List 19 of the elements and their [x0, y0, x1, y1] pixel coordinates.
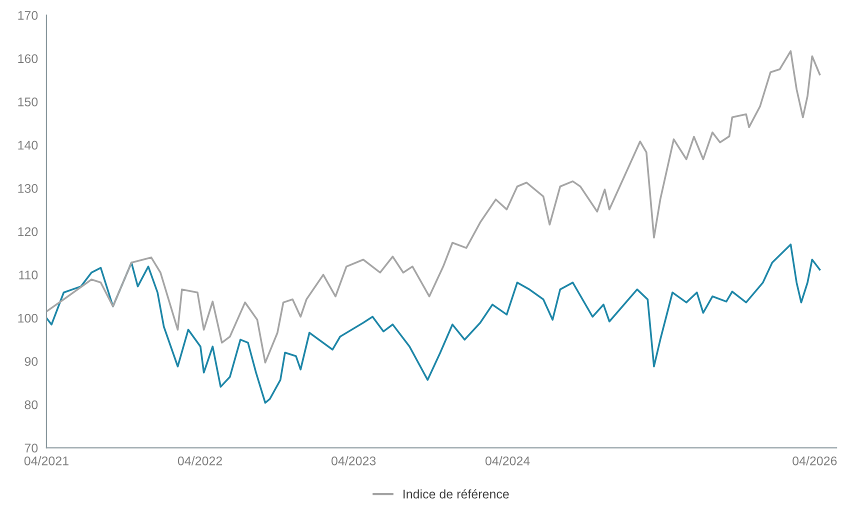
- x-tick-label: 04/2026: [792, 456, 837, 466]
- y-tick-label: 160: [18, 54, 38, 64]
- y-tick-label: 140: [18, 140, 38, 150]
- x-tick-label: 04/2023: [331, 456, 376, 466]
- legend-label: Indice de référence: [404, 489, 509, 499]
- x-tick-label: 04/2022: [178, 456, 222, 466]
- y-tick-label: 120: [18, 227, 38, 236]
- y-tick-label: 130: [18, 184, 38, 193]
- y-tick-label: 90: [24, 357, 38, 366]
- y-tick-label: 110: [19, 270, 38, 280]
- y-tick-label: 80: [24, 400, 38, 410]
- line-series: [46, 50, 821, 364]
- x-tick-label: 04/2024: [485, 456, 530, 466]
- y-tick-label: 150: [18, 98, 38, 106]
- y-tick-label: 170: [18, 10, 38, 20]
- y-tick-label: 100: [18, 314, 38, 323]
- line-series: [46, 244, 821, 404]
- x-tick-label: 04/2021: [24, 456, 68, 466]
- y-tick-label: 70: [24, 444, 38, 452]
